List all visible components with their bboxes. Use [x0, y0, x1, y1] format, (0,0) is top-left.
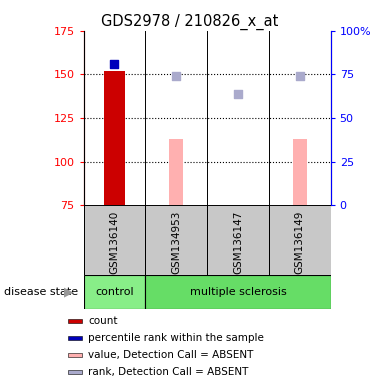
Bar	[145, 205, 207, 275]
Text: GDS2978 / 210826_x_at: GDS2978 / 210826_x_at	[101, 13, 279, 30]
Bar	[68, 370, 82, 374]
Text: percentile rank within the sample: percentile rank within the sample	[88, 333, 264, 343]
Point	[111, 61, 117, 67]
Bar	[84, 205, 145, 275]
Text: GSM136147: GSM136147	[233, 211, 243, 274]
Text: rank, Detection Call = ABSENT: rank, Detection Call = ABSENT	[88, 367, 249, 377]
Point	[235, 91, 241, 97]
Point	[173, 73, 179, 79]
Text: control: control	[95, 287, 134, 297]
Text: GSM136140: GSM136140	[109, 211, 119, 274]
Text: GSM136149: GSM136149	[295, 211, 305, 274]
Bar	[68, 319, 82, 323]
Bar	[169, 139, 183, 205]
Text: ▶: ▶	[63, 285, 73, 298]
Bar	[293, 139, 307, 205]
Bar	[269, 205, 331, 275]
Text: multiple sclerosis: multiple sclerosis	[190, 287, 287, 297]
Text: count: count	[88, 316, 118, 326]
Bar	[68, 336, 82, 340]
Bar	[68, 353, 82, 357]
Text: GSM134953: GSM134953	[171, 211, 181, 274]
Bar	[145, 275, 331, 309]
Bar	[104, 71, 125, 205]
Text: value, Detection Call = ABSENT: value, Detection Call = ABSENT	[88, 350, 253, 360]
Text: disease state: disease state	[4, 287, 78, 297]
Bar	[84, 275, 145, 309]
Bar	[207, 205, 269, 275]
Point	[297, 73, 303, 79]
